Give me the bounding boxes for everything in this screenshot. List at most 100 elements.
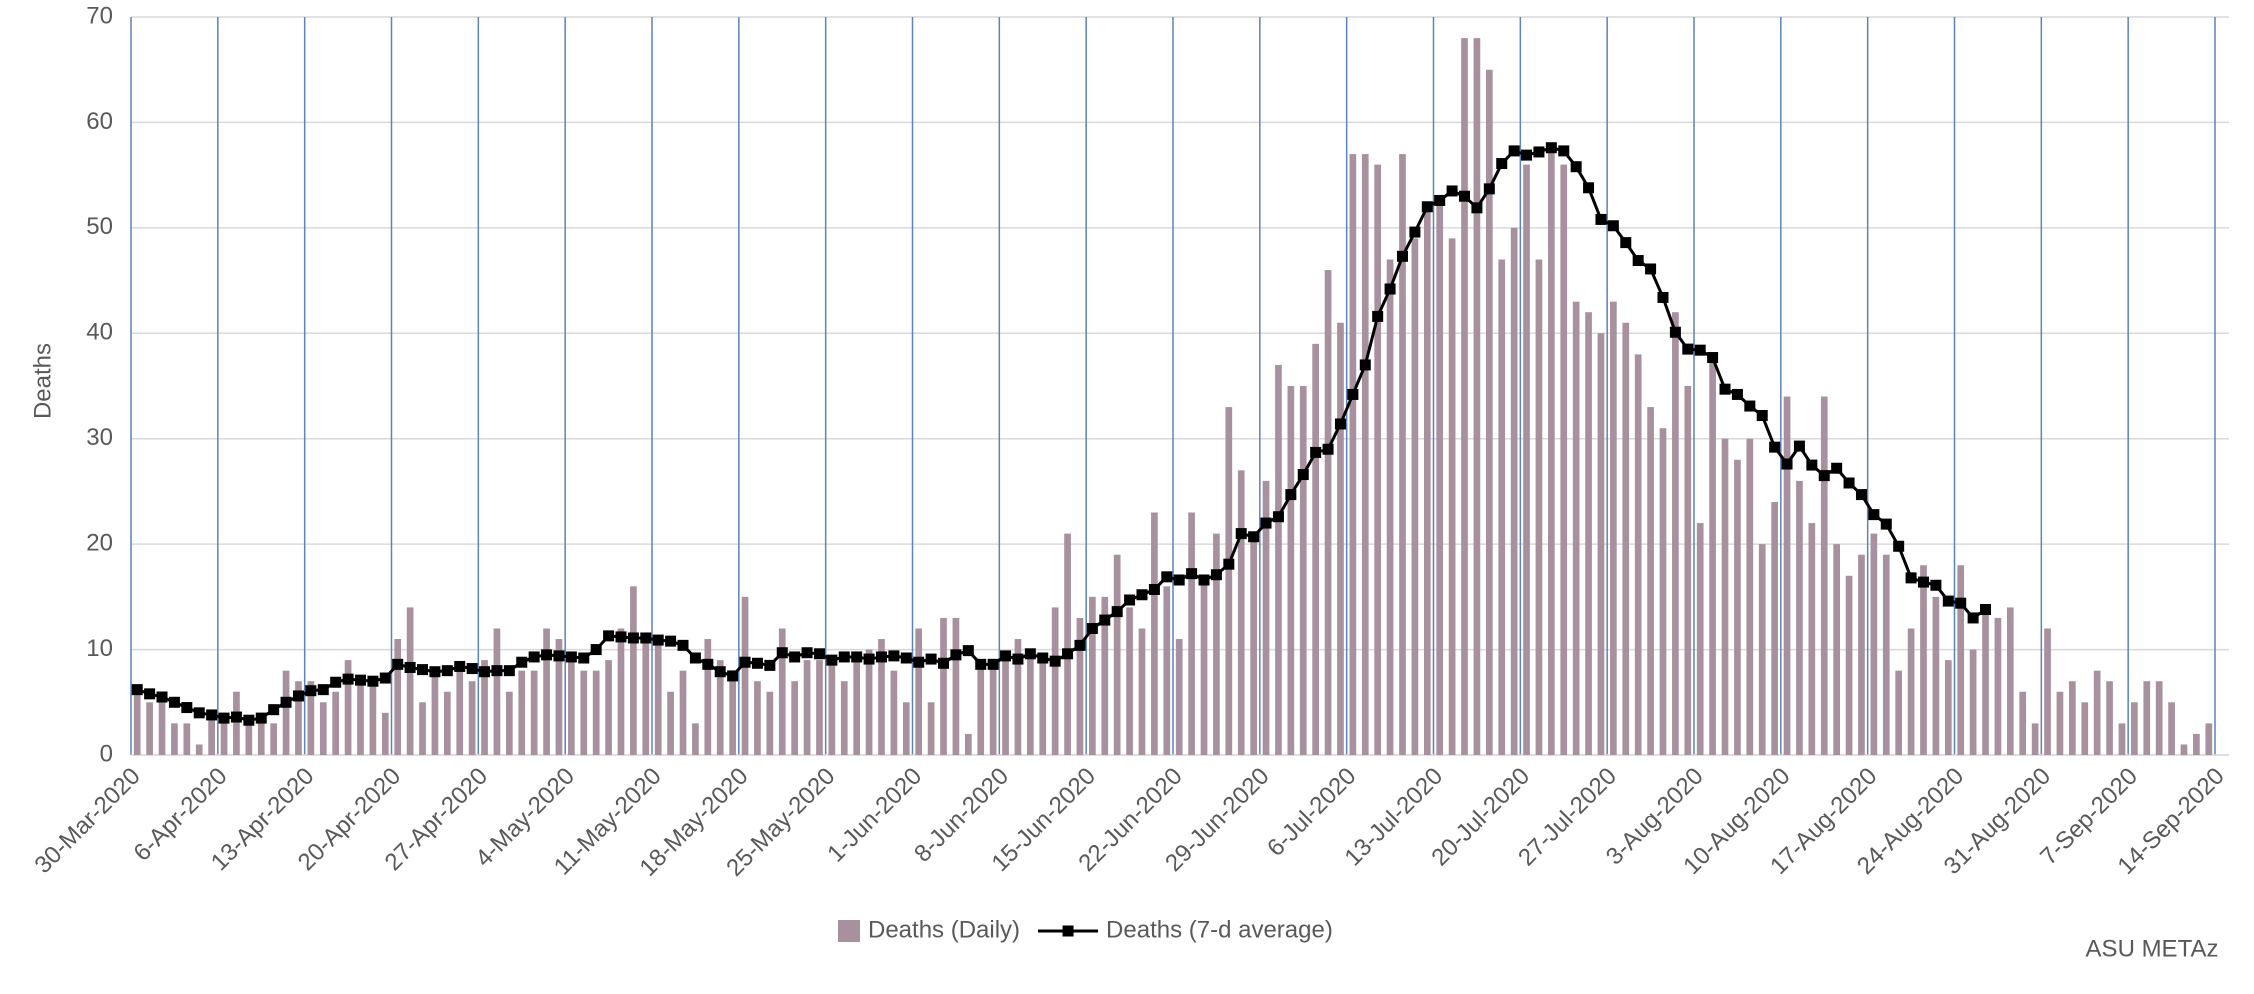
bar: [2106, 681, 2113, 755]
bar: [1163, 586, 1171, 755]
line-marker: [1719, 383, 1731, 395]
bar: [1138, 628, 1146, 755]
bar: [2006, 607, 2014, 755]
line-marker: [863, 653, 875, 665]
bar: [158, 691, 166, 755]
bar: [1386, 259, 1394, 755]
bar: [1461, 38, 1468, 756]
bar: [1175, 639, 1183, 755]
bar: [964, 733, 972, 755]
bar: [803, 660, 811, 755]
line-marker: [1980, 604, 1992, 616]
bar: [1907, 628, 1915, 755]
bar: [592, 670, 600, 755]
bar: [2056, 691, 2064, 755]
line-marker: [317, 684, 329, 696]
bar: [2131, 702, 2138, 755]
bar: [2019, 691, 2027, 755]
line-marker: [1769, 441, 1781, 453]
bar: [1312, 343, 1320, 755]
line-marker: [330, 676, 342, 688]
line-marker: [652, 634, 664, 646]
line-marker: [1173, 574, 1185, 586]
bar: [915, 628, 923, 755]
line-marker: [1905, 572, 1917, 584]
bar: [1560, 164, 1568, 756]
bar: [406, 607, 414, 755]
bar: [1473, 38, 1481, 756]
bar: [1957, 565, 1965, 755]
line-marker: [1471, 202, 1483, 214]
bar: [1535, 259, 1543, 755]
line-marker: [1024, 648, 1036, 660]
line-marker: [1682, 343, 1694, 355]
bar: [1262, 480, 1270, 755]
y-tick-label: 40: [86, 319, 113, 346]
line-marker: [1459, 190, 1471, 202]
bar: [1299, 386, 1307, 755]
bar: [319, 702, 327, 755]
line-marker: [1694, 344, 1706, 356]
line-marker: [354, 674, 366, 686]
line-marker: [1285, 489, 1297, 501]
bar: [1634, 354, 1642, 755]
bar: [692, 723, 699, 755]
line-marker: [789, 651, 801, 663]
line-marker: [1074, 639, 1086, 651]
line-marker: [875, 651, 887, 663]
line-marker: [1880, 518, 1892, 530]
bar: [2193, 733, 2200, 755]
bar: [716, 660, 724, 755]
line-marker: [1384, 283, 1396, 295]
bar: [1089, 596, 1096, 755]
bar: [1734, 459, 1741, 755]
line-marker: [379, 672, 391, 684]
legend-swatch: [1062, 925, 1074, 937]
y-tick-label: 30: [86, 424, 113, 451]
bar: [1994, 617, 2002, 755]
bar: [394, 639, 402, 755]
bar: [493, 628, 501, 755]
bar: [890, 670, 898, 755]
bar: [1324, 270, 1332, 755]
bar: [2068, 681, 2076, 755]
line-marker: [1942, 595, 1954, 607]
y-tick-label: 10: [86, 635, 113, 662]
line-marker: [1062, 648, 1074, 660]
bar: [1014, 639, 1022, 755]
bar: [2180, 744, 2188, 755]
line-marker: [1396, 250, 1408, 262]
line-marker: [156, 691, 168, 703]
bar: [1026, 649, 1034, 755]
line-marker: [925, 653, 937, 665]
y-tick-label: 20: [86, 529, 113, 556]
line-marker: [181, 702, 193, 714]
bar: [146, 702, 153, 755]
line-marker: [888, 650, 900, 662]
bar: [1374, 164, 1382, 756]
line-marker: [1533, 146, 1545, 158]
bar: [2081, 702, 2089, 755]
bar: [1647, 407, 1654, 755]
line-marker: [1012, 653, 1024, 665]
bar: [2093, 670, 2101, 755]
line-marker: [987, 658, 999, 670]
line-marker: [1099, 614, 1111, 626]
line-marker: [1521, 149, 1533, 161]
line-marker: [1831, 462, 1843, 474]
bar: [1796, 480, 1803, 755]
bar: [233, 691, 240, 755]
line-marker: [1322, 443, 1334, 455]
bar: [766, 691, 774, 755]
bar: [902, 702, 910, 755]
line-marker: [1632, 255, 1644, 267]
bar: [580, 670, 588, 755]
line-marker: [627, 632, 639, 644]
bar: [468, 681, 476, 755]
bar: [270, 723, 278, 755]
annotation: ASU METAz: [2086, 935, 2219, 962]
bar: [1485, 69, 1493, 755]
line-marker: [1000, 650, 1012, 662]
line-marker: [1583, 182, 1595, 194]
